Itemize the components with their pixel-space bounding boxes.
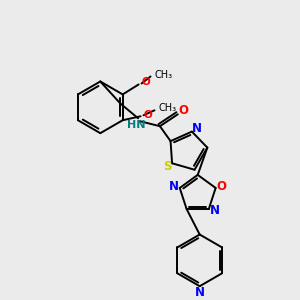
Text: N: N — [192, 122, 202, 135]
Text: CH₃: CH₃ — [154, 70, 172, 80]
Text: N: N — [195, 286, 205, 299]
Text: O: O — [179, 104, 189, 117]
Text: CH₃: CH₃ — [158, 103, 176, 113]
Text: O: O — [217, 180, 226, 194]
Text: O: O — [141, 77, 150, 88]
Text: HN: HN — [127, 120, 145, 130]
Text: O: O — [143, 110, 152, 120]
Text: S: S — [163, 160, 171, 173]
Text: N: N — [210, 203, 220, 217]
Text: N: N — [169, 180, 179, 194]
